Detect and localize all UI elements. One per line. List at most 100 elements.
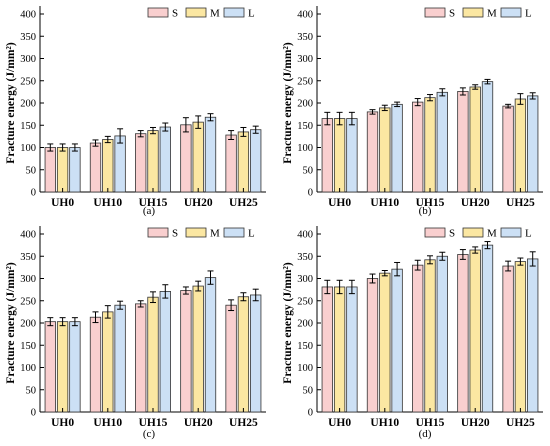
bar-L-UH20	[481, 81, 494, 193]
bar-M-UH25	[514, 98, 527, 193]
legend-swatch-M	[462, 7, 484, 18]
y-tick-label: 200	[297, 319, 313, 330]
bar-S-UH0	[44, 147, 56, 193]
y-tick-label: 0	[31, 188, 36, 199]
bar-L-UH20	[204, 116, 217, 193]
bar-L-UH10	[114, 304, 126, 413]
panel-label: (a)	[143, 205, 156, 217]
bar-M-UH10	[379, 107, 391, 193]
legend-label-M: M	[487, 8, 497, 20]
x-tick-label: UH25	[506, 417, 535, 429]
x-tick-label: UH10	[93, 197, 122, 209]
legend-swatch-M	[185, 227, 207, 238]
legend-swatch-M	[462, 227, 484, 238]
bar-M-UH25	[237, 131, 250, 193]
y-tick-label: 350	[297, 252, 313, 263]
chart-panel-2: 0 50 100 150 200 250 300 350 400 Fracture energy …	[282, 6, 543, 217]
bar-L-UH25	[250, 294, 262, 413]
bar-M-UH0	[333, 118, 346, 193]
bar-L-UH20	[481, 244, 494, 413]
legend-label-S: S	[172, 8, 178, 20]
x-tick-label: UH0	[328, 417, 351, 429]
legend-swatch-S	[147, 227, 169, 238]
bar-S-UH15	[135, 303, 147, 413]
x-tick-label: UH20	[184, 197, 213, 209]
bar-S-UH20	[180, 124, 192, 193]
y-axis-label: Fracture energy (J/mm²)	[5, 262, 17, 384]
bar-S-UH0	[321, 118, 333, 193]
x-tick-label: UH15	[139, 417, 168, 429]
bar-L-UH0	[346, 286, 358, 413]
y-tick-label: 0	[31, 408, 36, 419]
y-tick-label: 250	[297, 76, 313, 87]
y-tick-label: 100	[20, 363, 36, 374]
bar-S-UH10	[366, 278, 379, 413]
bar-M-UH15	[424, 259, 436, 413]
legend-swatch-L	[500, 227, 522, 238]
x-tick-label: UH10	[370, 197, 399, 209]
bar-S-UH15	[412, 264, 424, 413]
legend-label-M: M	[210, 8, 220, 20]
y-tick-label: 400	[297, 230, 313, 241]
y-tick-label: 50	[26, 165, 37, 176]
bar-S-UH25	[225, 134, 237, 193]
x-tick-label: UH15	[416, 197, 445, 209]
legend-swatch-L	[500, 7, 522, 18]
bar-M-UH15	[147, 130, 159, 193]
bar-M-UH25	[514, 261, 527, 413]
y-tick-label: 200	[20, 99, 36, 110]
bar-L-UH0	[69, 147, 81, 193]
bar-M-UH15	[147, 296, 159, 413]
legend-swatch-S	[147, 7, 169, 18]
y-tick-label: 350	[20, 32, 36, 43]
bar-S-UH0	[321, 286, 333, 413]
y-axis-label: Fracture energy (J/mm²)	[282, 262, 294, 384]
x-tick-label: UH25	[506, 197, 535, 209]
x-tick-label: UH20	[184, 417, 213, 429]
bar-S-UH20	[457, 91, 469, 193]
x-tick-label: UH10	[93, 417, 122, 429]
bar-L-UH10	[391, 103, 403, 193]
bar-L-UH25	[250, 129, 262, 193]
legend-label-L: L	[525, 8, 532, 20]
bar-L-UH0	[69, 321, 81, 413]
y-tick-label: 50	[303, 165, 314, 176]
y-tick-label: 150	[20, 121, 36, 132]
bar-M-UH20	[192, 121, 204, 193]
y-tick-label: 100	[20, 143, 36, 154]
bar-S-UH15	[412, 101, 424, 193]
y-tick-label: 200	[20, 319, 36, 330]
x-tick-label: UH10	[370, 417, 399, 429]
chart-panel-4: 0 50 100 150 200 250 300 350 400 Fracture energy …	[282, 226, 543, 440]
bar-L-UH25	[527, 258, 539, 413]
bar-S-UH10	[89, 316, 102, 413]
y-tick-label: 300	[20, 54, 36, 65]
legend-swatch-L	[223, 7, 245, 18]
legend-label-L: L	[248, 228, 255, 240]
bar-S-UH20	[180, 290, 192, 413]
bar-L-UH20	[204, 277, 217, 413]
y-tick-label: 350	[297, 32, 313, 43]
legend-label-S: S	[449, 8, 455, 20]
bar-M-UH15	[424, 97, 436, 193]
y-axis-label: Fracture energy (J/mm²)	[5, 42, 17, 164]
y-tick-label: 400	[297, 10, 313, 21]
bar-M-UH0	[56, 147, 69, 193]
bar-S-UH10	[89, 142, 102, 193]
x-tick-label: UH20	[461, 417, 490, 429]
bar-S-UH25	[502, 265, 514, 413]
y-tick-label: 300	[297, 274, 313, 285]
bar-L-UH10	[391, 268, 403, 413]
bar-S-UH15	[135, 133, 147, 193]
y-tick-label: 150	[297, 341, 313, 352]
bar-S-UH20	[457, 254, 469, 413]
x-tick-label: UH15	[416, 417, 445, 429]
x-tick-label: UH15	[139, 197, 168, 209]
legend-label-M: M	[487, 228, 497, 240]
x-tick-label: UH0	[51, 197, 74, 209]
y-tick-label: 50	[303, 385, 314, 396]
x-tick-label: UH25	[229, 417, 258, 429]
y-tick-label: 300	[297, 54, 313, 65]
x-tick-label: UH0	[51, 417, 74, 429]
